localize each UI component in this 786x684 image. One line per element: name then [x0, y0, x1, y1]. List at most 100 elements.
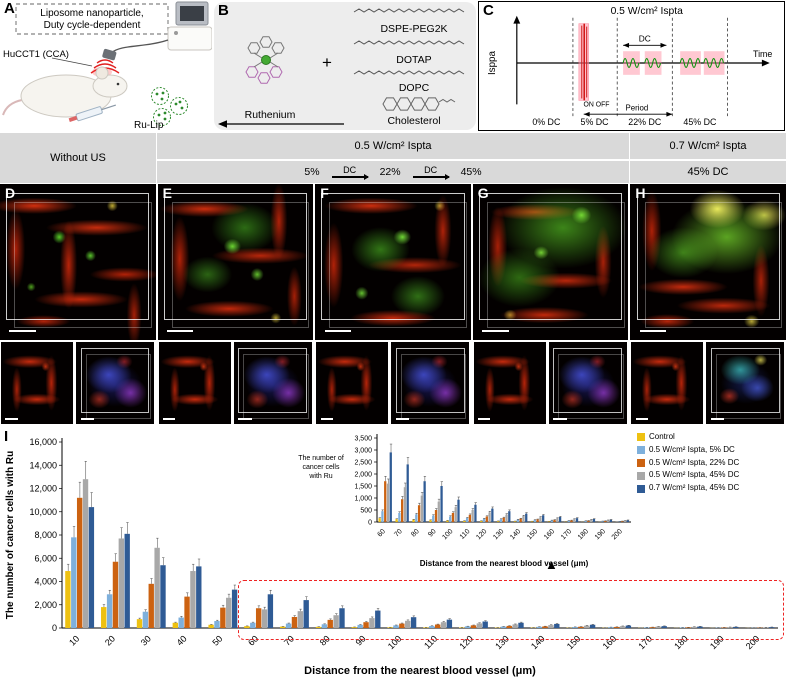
- on-off-annotation: ON OFF: [584, 101, 610, 108]
- thumb-f-red: [316, 342, 389, 424]
- header-05-text: 0.5 W/cm² Ispta: [354, 140, 432, 152]
- tick-0dc: 0% DC: [532, 117, 561, 127]
- svg-text:2,000: 2,000: [34, 600, 57, 610]
- dc-45-label: 45%: [460, 166, 482, 178]
- c-title: 0.5 W/cm² Ispta: [611, 6, 684, 17]
- legend-label: 0.5 W/cm² Ispta, 45% DC: [649, 470, 740, 480]
- dc-arrow-2-label: DC: [424, 165, 438, 176]
- dc-bracket-icon: [623, 42, 667, 48]
- thumbs-f: [315, 340, 471, 428]
- image-frame: [321, 193, 468, 329]
- thumb-e-merge: [233, 342, 312, 424]
- thumb-d-red: [1, 342, 73, 424]
- scale-bar: [80, 417, 94, 420]
- lipid-dspe-label: DSPE-PEG2K: [380, 23, 447, 35]
- thumb-h-merge: [706, 342, 785, 424]
- svg-text:Distance from the nearest bloo: Distance from the nearest blood vessel (…: [420, 559, 589, 568]
- legend-item: 0.5 W/cm² Ispta, 22% DC: [637, 458, 739, 469]
- svg-text:The number of cancer cells wit: The number of cancer cells with Ru: [5, 451, 16, 619]
- image-frame: [636, 193, 783, 329]
- legend-swatch: [637, 446, 645, 455]
- svg-text:Distance from the nearest bloo: Distance from the nearest blood vessel (…: [304, 665, 536, 677]
- duty-box-line2: Duty cycle-dependent: [44, 20, 141, 31]
- svg-text:3,000: 3,000: [354, 447, 372, 454]
- header-45dc-text: 45% DC: [687, 166, 729, 178]
- chart-legend: Control 0.5 W/cm² Ispta, 5% DC 0.5 W/cm² I…: [637, 432, 739, 578]
- microscopy-large-row: D E F G H: [0, 184, 786, 340]
- svg-text:190: 190: [594, 528, 607, 541]
- panel-b: B Ruthenium: [214, 2, 476, 130]
- micro-panel-g: G: [472, 184, 629, 340]
- image-frame: [479, 193, 625, 329]
- image-frame: [80, 347, 151, 419]
- scale-bar: [482, 330, 509, 333]
- top-row: A Liposome nanoparticle, Duty cycle-depe…: [0, 0, 786, 132]
- svg-text:170: 170: [560, 528, 573, 541]
- svg-text:20: 20: [103, 634, 117, 648]
- legend-item: 0.7 W/cm² Ispta, 45% DC: [637, 483, 739, 494]
- micro-panel-f: F: [315, 184, 471, 340]
- svg-text:110: 110: [459, 528, 472, 541]
- formulation-arrow-icon: [218, 120, 344, 128]
- plus-sign: +: [322, 53, 332, 72]
- panel-i: I 0 2,000 4,000 6,000 8,000 10,000 12,000 14,00…: [0, 428, 786, 684]
- right-arrow-icon: [412, 172, 450, 182]
- thumb-e-red: [158, 342, 231, 424]
- svg-text:120: 120: [475, 528, 488, 541]
- scale-bar: [553, 417, 567, 420]
- section-dividers: [572, 17, 728, 117]
- svg-text:160: 160: [543, 528, 556, 541]
- image-frame: [163, 193, 310, 329]
- svg-text:0: 0: [52, 623, 57, 633]
- header-without-us-text: Without US: [50, 152, 106, 164]
- svg-text:90: 90: [427, 528, 438, 539]
- right-arrow-icon: [331, 172, 369, 182]
- panel-f-label: F: [320, 185, 329, 201]
- image-frame: [553, 347, 624, 419]
- ru-lip-label: Ru-Lip: [134, 120, 164, 131]
- svg-text:150: 150: [526, 528, 539, 541]
- svg-text:200: 200: [611, 528, 624, 541]
- scale-bar: [639, 330, 667, 333]
- legend-label: 0.5 W/cm² Ispta, 5% DC: [649, 444, 735, 454]
- svg-text:1,000: 1,000: [354, 495, 372, 502]
- svg-text:14,000: 14,000: [29, 460, 57, 470]
- svg-text:10,000: 10,000: [29, 507, 57, 517]
- main-bar-chart: 0 2,000 4,000 6,000 8,000 10,000 12,000 14,000 1…: [5, 437, 778, 677]
- scale-bar: [478, 417, 491, 420]
- microscopy-thumb-row: [0, 340, 786, 428]
- inset-chart-wrap: 0 500 1,000 1,500 2,000 2,500 3,000 3,500 60 70 80…: [287, 430, 779, 578]
- tick-45dc: 45% DC: [683, 117, 717, 127]
- svg-text:2,500: 2,500: [354, 459, 372, 466]
- svg-text:16,000: 16,000: [29, 437, 57, 447]
- svg-text:8,000: 8,000: [34, 530, 57, 540]
- svg-text:10: 10: [67, 634, 81, 648]
- dc-arrow-1: DC: [331, 166, 369, 182]
- panel-c-label: C: [483, 2, 494, 19]
- scale-bar: [635, 417, 648, 420]
- legend-swatch: [637, 458, 645, 467]
- panel-a-label: A: [4, 0, 15, 17]
- image-frame: [711, 347, 782, 419]
- ruthenium-label: Ruthenium: [245, 109, 296, 121]
- inset-bar-chart: 0 500 1,000 1,500 2,000 2,500 3,000 3,500 60 70 80…: [298, 434, 631, 568]
- lipid-dopc-label: DOPC: [399, 82, 430, 94]
- thumbs-h: [630, 340, 786, 428]
- legend-label: 0.5 W/cm² Ispta, 22% DC: [649, 457, 740, 467]
- panel-c: C 0.5 W/cm² Ispta Isppa Time: [478, 1, 785, 131]
- scale-bar: [166, 330, 194, 333]
- pulse-5pct-icon: [578, 23, 589, 101]
- lipid-cholesterol-label: Cholesterol: [387, 115, 440, 127]
- panel-e-label: E: [162, 185, 172, 201]
- svg-text:50: 50: [210, 634, 224, 648]
- header-05-ispta: 0.5 W/cm² Ispta: [157, 133, 629, 159]
- transducer-icon: [102, 48, 117, 61]
- pointer-triangle-icon: ▲: [545, 557, 558, 572]
- legend-swatch: [637, 484, 645, 493]
- ruthenium-atom-icon: [261, 55, 271, 65]
- cell-line-label: HuCCT1 (CCA): [3, 49, 69, 60]
- cholesterol-icon: [382, 97, 456, 111]
- scale-bar: [395, 417, 410, 420]
- legend-item: 0.5 W/cm² Ispta, 45% DC: [637, 470, 739, 481]
- mouse-icon: [2, 66, 128, 118]
